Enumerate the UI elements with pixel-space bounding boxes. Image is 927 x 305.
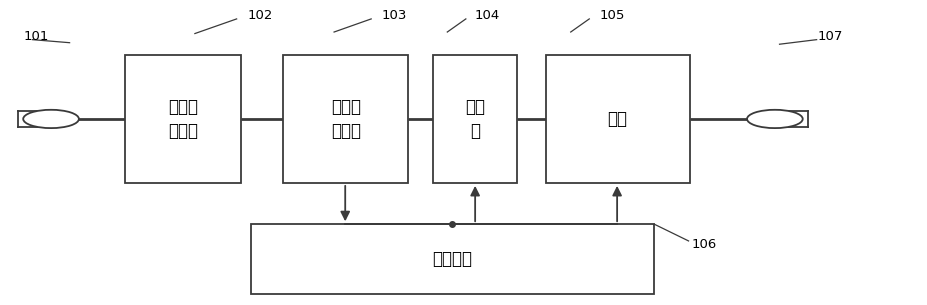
Circle shape	[746, 110, 802, 128]
Bar	[433, 55, 516, 183]
Circle shape	[23, 110, 79, 128]
Text: 流量检
测模块: 流量检 测模块	[330, 98, 361, 140]
Text: 气体检
测模块: 气体检 测模块	[168, 98, 198, 140]
Text: 105: 105	[599, 9, 625, 22]
Bar	[545, 55, 689, 183]
Text: 103: 103	[381, 9, 407, 22]
Text: 107: 107	[817, 30, 843, 43]
Text: 比例
阀: 比例 阀	[464, 98, 485, 140]
Bar	[125, 55, 241, 183]
Text: 106: 106	[691, 238, 716, 250]
Bar	[250, 224, 654, 294]
Text: 104: 104	[474, 9, 500, 22]
Text: 气泵: 气泵	[607, 110, 627, 128]
Text: 控制模块: 控制模块	[432, 250, 472, 268]
Bar	[283, 55, 408, 183]
Text: 101: 101	[23, 30, 48, 43]
Text: 102: 102	[247, 9, 273, 22]
